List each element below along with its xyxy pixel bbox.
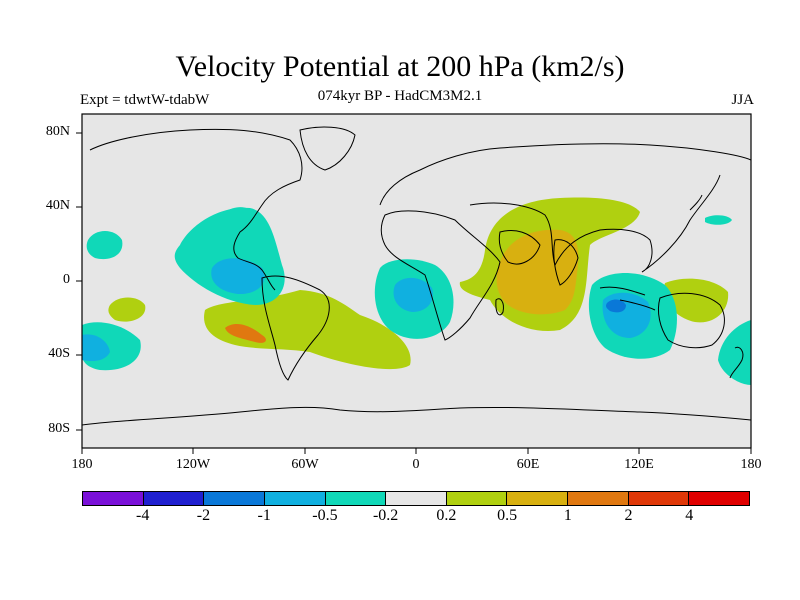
contour-negative-hawaii	[86, 231, 123, 260]
colorbar-segment	[143, 492, 205, 505]
coast-greenland	[299, 126, 356, 171]
lat-label-0: 0	[63, 272, 70, 287]
coast-antarctica	[82, 406, 751, 426]
lon-label-120e: 120E	[624, 457, 654, 472]
colorbar-label: -0.2	[372, 507, 399, 524]
coast-europe	[379, 143, 751, 206]
colorbar-segment	[386, 492, 447, 505]
lon-label-180w: 180	[71, 457, 93, 472]
colorbar-segment	[628, 492, 690, 505]
coast-asia	[469, 174, 721, 273]
lon-label-180e: 180	[740, 457, 762, 472]
lat-label-40s: 40S	[48, 346, 70, 361]
lon-label-0: 0	[412, 457, 420, 472]
lat-label-80n: 80N	[45, 124, 70, 139]
coast-north-america	[89, 128, 303, 291]
coast-madagascar	[495, 298, 504, 316]
lat-label-80s: 80S	[48, 421, 70, 436]
lon-label-120w: 120W	[175, 457, 211, 472]
colorbar-segment	[446, 492, 508, 505]
contour-positive-sa-core	[225, 324, 266, 343]
axis-ticks	[76, 132, 752, 454]
coast-arabia	[498, 230, 541, 265]
colorbar-label: -4	[136, 507, 150, 524]
season-label: JJA	[731, 92, 754, 108]
colorbar-label: -0.5	[312, 507, 338, 524]
coast-indonesia	[599, 286, 656, 311]
colorbar-segment	[264, 492, 326, 505]
coast-south-america	[261, 275, 330, 381]
contour-negative-west-pacific-south-core	[82, 334, 110, 362]
contour-negative-gulf	[223, 207, 255, 226]
colorbar-label: -2	[196, 507, 211, 524]
coast-africa	[380, 210, 501, 341]
colorbar-label: 2	[624, 507, 633, 524]
colorbar-label: -1	[257, 507, 271, 524]
coast-australia	[657, 292, 725, 349]
colorbar-segment	[325, 492, 387, 505]
experiment-label: Expt = tdwtW-tdabW	[80, 92, 210, 108]
colorbar-segment	[204, 492, 265, 505]
lon-label-60w: 60W	[291, 457, 319, 472]
contour-positive-pacific	[108, 297, 146, 322]
colorbar-label: 4	[685, 507, 694, 524]
contour-fills	[82, 197, 751, 385]
contour-negative-east-south	[718, 320, 751, 385]
colorbar-label: 1	[563, 507, 572, 524]
coast-japan	[689, 194, 703, 211]
contour-negative-nw-pacific	[705, 215, 732, 225]
chart-title: Velocity Potential at 200 hPa (km2/s)	[175, 50, 625, 83]
colorbar-segment	[83, 492, 144, 505]
contour-positive-south-america	[204, 290, 411, 370]
coast-india	[553, 239, 579, 286]
contour-negative-indonesia-inner	[606, 299, 626, 313]
contour-positive-india-core	[496, 229, 579, 315]
colorbar-segment	[568, 492, 629, 505]
lat-label-40n: 40N	[45, 198, 70, 213]
colorbar-label: 0.5	[497, 507, 518, 524]
colorbar	[82, 491, 750, 506]
colorbar-segment	[689, 492, 750, 505]
contour-negative-north-pacific-core	[211, 258, 265, 295]
chart-subtitle: 074kyr BP - HadCM3M2.1	[317, 88, 483, 104]
colorbar-segment	[507, 492, 569, 505]
coast-new-zealand	[729, 346, 744, 379]
contour-negative-atlantic-core	[393, 277, 434, 312]
lon-label-60e: 60E	[516, 457, 540, 472]
coastlines	[82, 126, 751, 426]
colorbar-label: 0.2	[436, 507, 457, 524]
contour-positive-australia	[664, 278, 729, 323]
